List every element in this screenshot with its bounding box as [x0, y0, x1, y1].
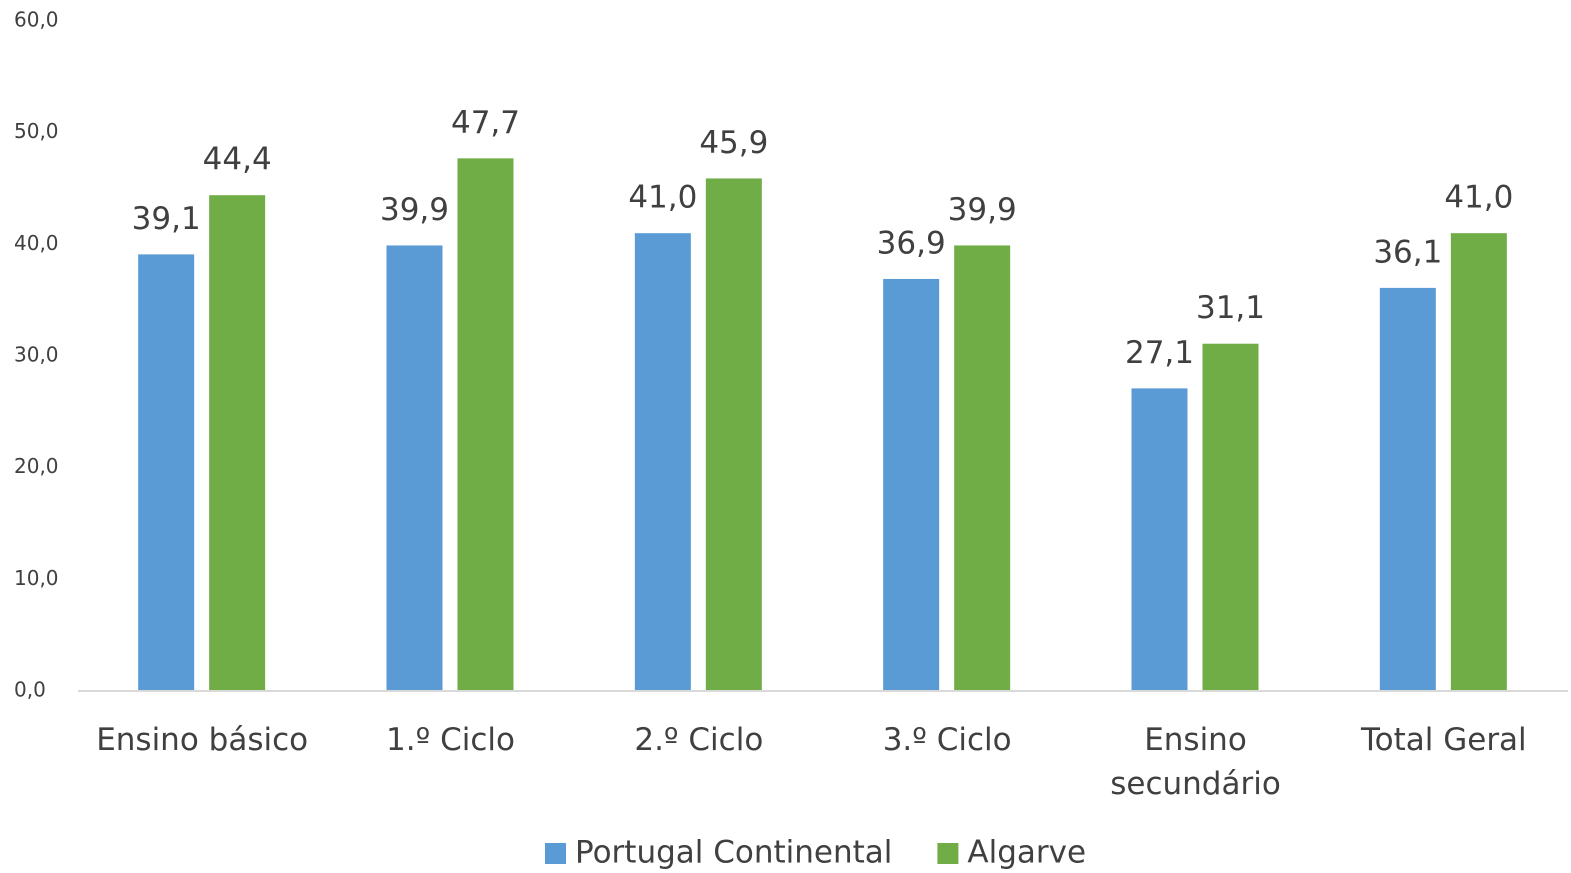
- bar: [1202, 343, 1259, 691]
- data-label: 39,9: [948, 192, 1017, 228]
- x-tick-label: Ensino secundário: [1110, 722, 1281, 802]
- data-label: 31,1: [1196, 290, 1265, 326]
- data-label: 39,9: [380, 192, 449, 228]
- data-label: 36,9: [877, 225, 946, 261]
- data-label: 27,1: [1125, 335, 1194, 371]
- data-label: 41,0: [1444, 180, 1513, 216]
- y-tick-label: 20,0: [14, 454, 59, 478]
- y-tick-label: 0,0: [14, 678, 46, 702]
- bar: [1379, 287, 1436, 691]
- legend-label: Algarve: [967, 835, 1086, 871]
- x-tick-label: 3.º Ciclo: [882, 722, 1012, 758]
- data-label: 36,1: [1373, 234, 1442, 270]
- bar: [457, 158, 514, 692]
- y-tick-label: 50,0: [14, 119, 59, 143]
- bar: [138, 254, 195, 691]
- legend-label: Portugal Continental: [575, 835, 892, 871]
- y-tick-label: 40,0: [14, 231, 59, 255]
- y-tick-label: 60,0: [14, 8, 59, 32]
- x-tick-label: 2.º Ciclo: [634, 722, 764, 758]
- bar: [1450, 233, 1507, 691]
- x-tick-label: Ensino básico: [96, 722, 309, 758]
- data-label: 45,9: [699, 125, 768, 161]
- legend-swatch: [937, 843, 959, 864]
- bar: [705, 178, 762, 691]
- bar: [634, 233, 691, 691]
- data-label: 39,1: [132, 201, 201, 237]
- bar: [883, 278, 940, 691]
- bar: [954, 245, 1011, 691]
- bar: [209, 195, 266, 691]
- bar: [1131, 388, 1188, 691]
- y-tick-label: 10,0: [14, 566, 59, 590]
- legend-swatch: [545, 843, 566, 864]
- data-label: 44,4: [203, 142, 272, 178]
- x-tick-label: 1.º Ciclo: [386, 722, 515, 758]
- y-tick-label: 30,0: [14, 343, 59, 367]
- data-label: 41,0: [628, 180, 697, 216]
- x-tick-label: Total Geral: [1360, 722, 1527, 758]
- data-label: 47,7: [451, 105, 520, 141]
- bar: [386, 245, 443, 691]
